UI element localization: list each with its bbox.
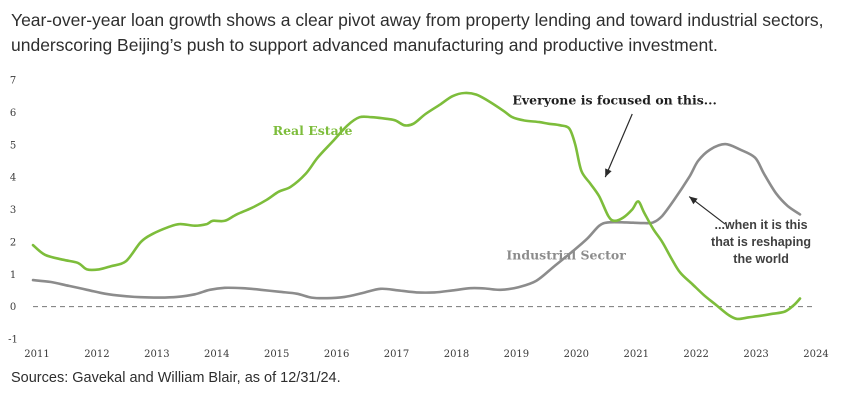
industrial-sector-line (31, 142, 802, 300)
chart-axes: 7 6 5 4 3 2 1 0 -1 2011 2012 2013 2014 2015 2016 2017 20… (8, 76, 829, 361)
y-tick-label: 7 (10, 76, 16, 87)
x-tick-label: 2019 (504, 349, 529, 360)
annotation-reshaping-line: the world (733, 252, 789, 266)
x-tick-label: 2018 (444, 349, 469, 360)
x-tick-label: 2017 (384, 349, 409, 360)
x-tick-label: 2015 (264, 349, 289, 360)
x-tick-label: 2016 (324, 349, 349, 360)
annotation-reshaping-line: that is reshaping (711, 235, 811, 249)
x-tick-label: 2011 (24, 349, 49, 360)
y-tick-label: 2 (10, 237, 16, 248)
x-tick-label: 2022 (683, 349, 708, 360)
x-tick-label: 2014 (204, 349, 229, 360)
x-tick-label: 2012 (84, 349, 109, 360)
real-estate-line (31, 91, 802, 321)
annotation-reshaping-line: ...when it is this (715, 218, 808, 232)
y-tick-label: 0 (10, 302, 16, 313)
x-tick-label: 2023 (743, 349, 768, 360)
y-tick-label: 5 (10, 140, 16, 151)
chart-series (31, 91, 802, 321)
annotation-focused: Everyone is focused on this... (512, 92, 716, 107)
y-tick-label: 4 (10, 173, 16, 184)
x-tick-label: 2024 (803, 349, 828, 360)
x-tick-label: 2013 (144, 349, 169, 360)
title-line-1: Year-over-year loan growth shows a clear… (11, 10, 824, 30)
title-line-2: underscoring Beijing’s push to support a… (11, 35, 718, 55)
y-tick-label: -1 (8, 335, 18, 346)
x-tick-label: 2021 (624, 349, 649, 360)
annotation-arrow (604, 113, 633, 178)
x-tick-label: 2020 (564, 349, 589, 360)
arrow-head (605, 168, 612, 178)
y-tick-label: 6 (10, 108, 16, 119)
arrow-head (689, 196, 698, 205)
y-tick-label: 3 (10, 205, 16, 216)
y-tick-label: 1 (10, 270, 16, 281)
chart-title: Year-over-year loan growth shows a clear… (11, 8, 856, 58)
chart-annotations: Real Estate Industrial Sector Everyone is … (273, 92, 811, 266)
industrial-sector-label: Industrial Sector (506, 248, 626, 263)
real-estate-label: Real Estate (273, 123, 353, 138)
source-note: Sources: Gavekal and William Blair, as o… (11, 370, 341, 386)
